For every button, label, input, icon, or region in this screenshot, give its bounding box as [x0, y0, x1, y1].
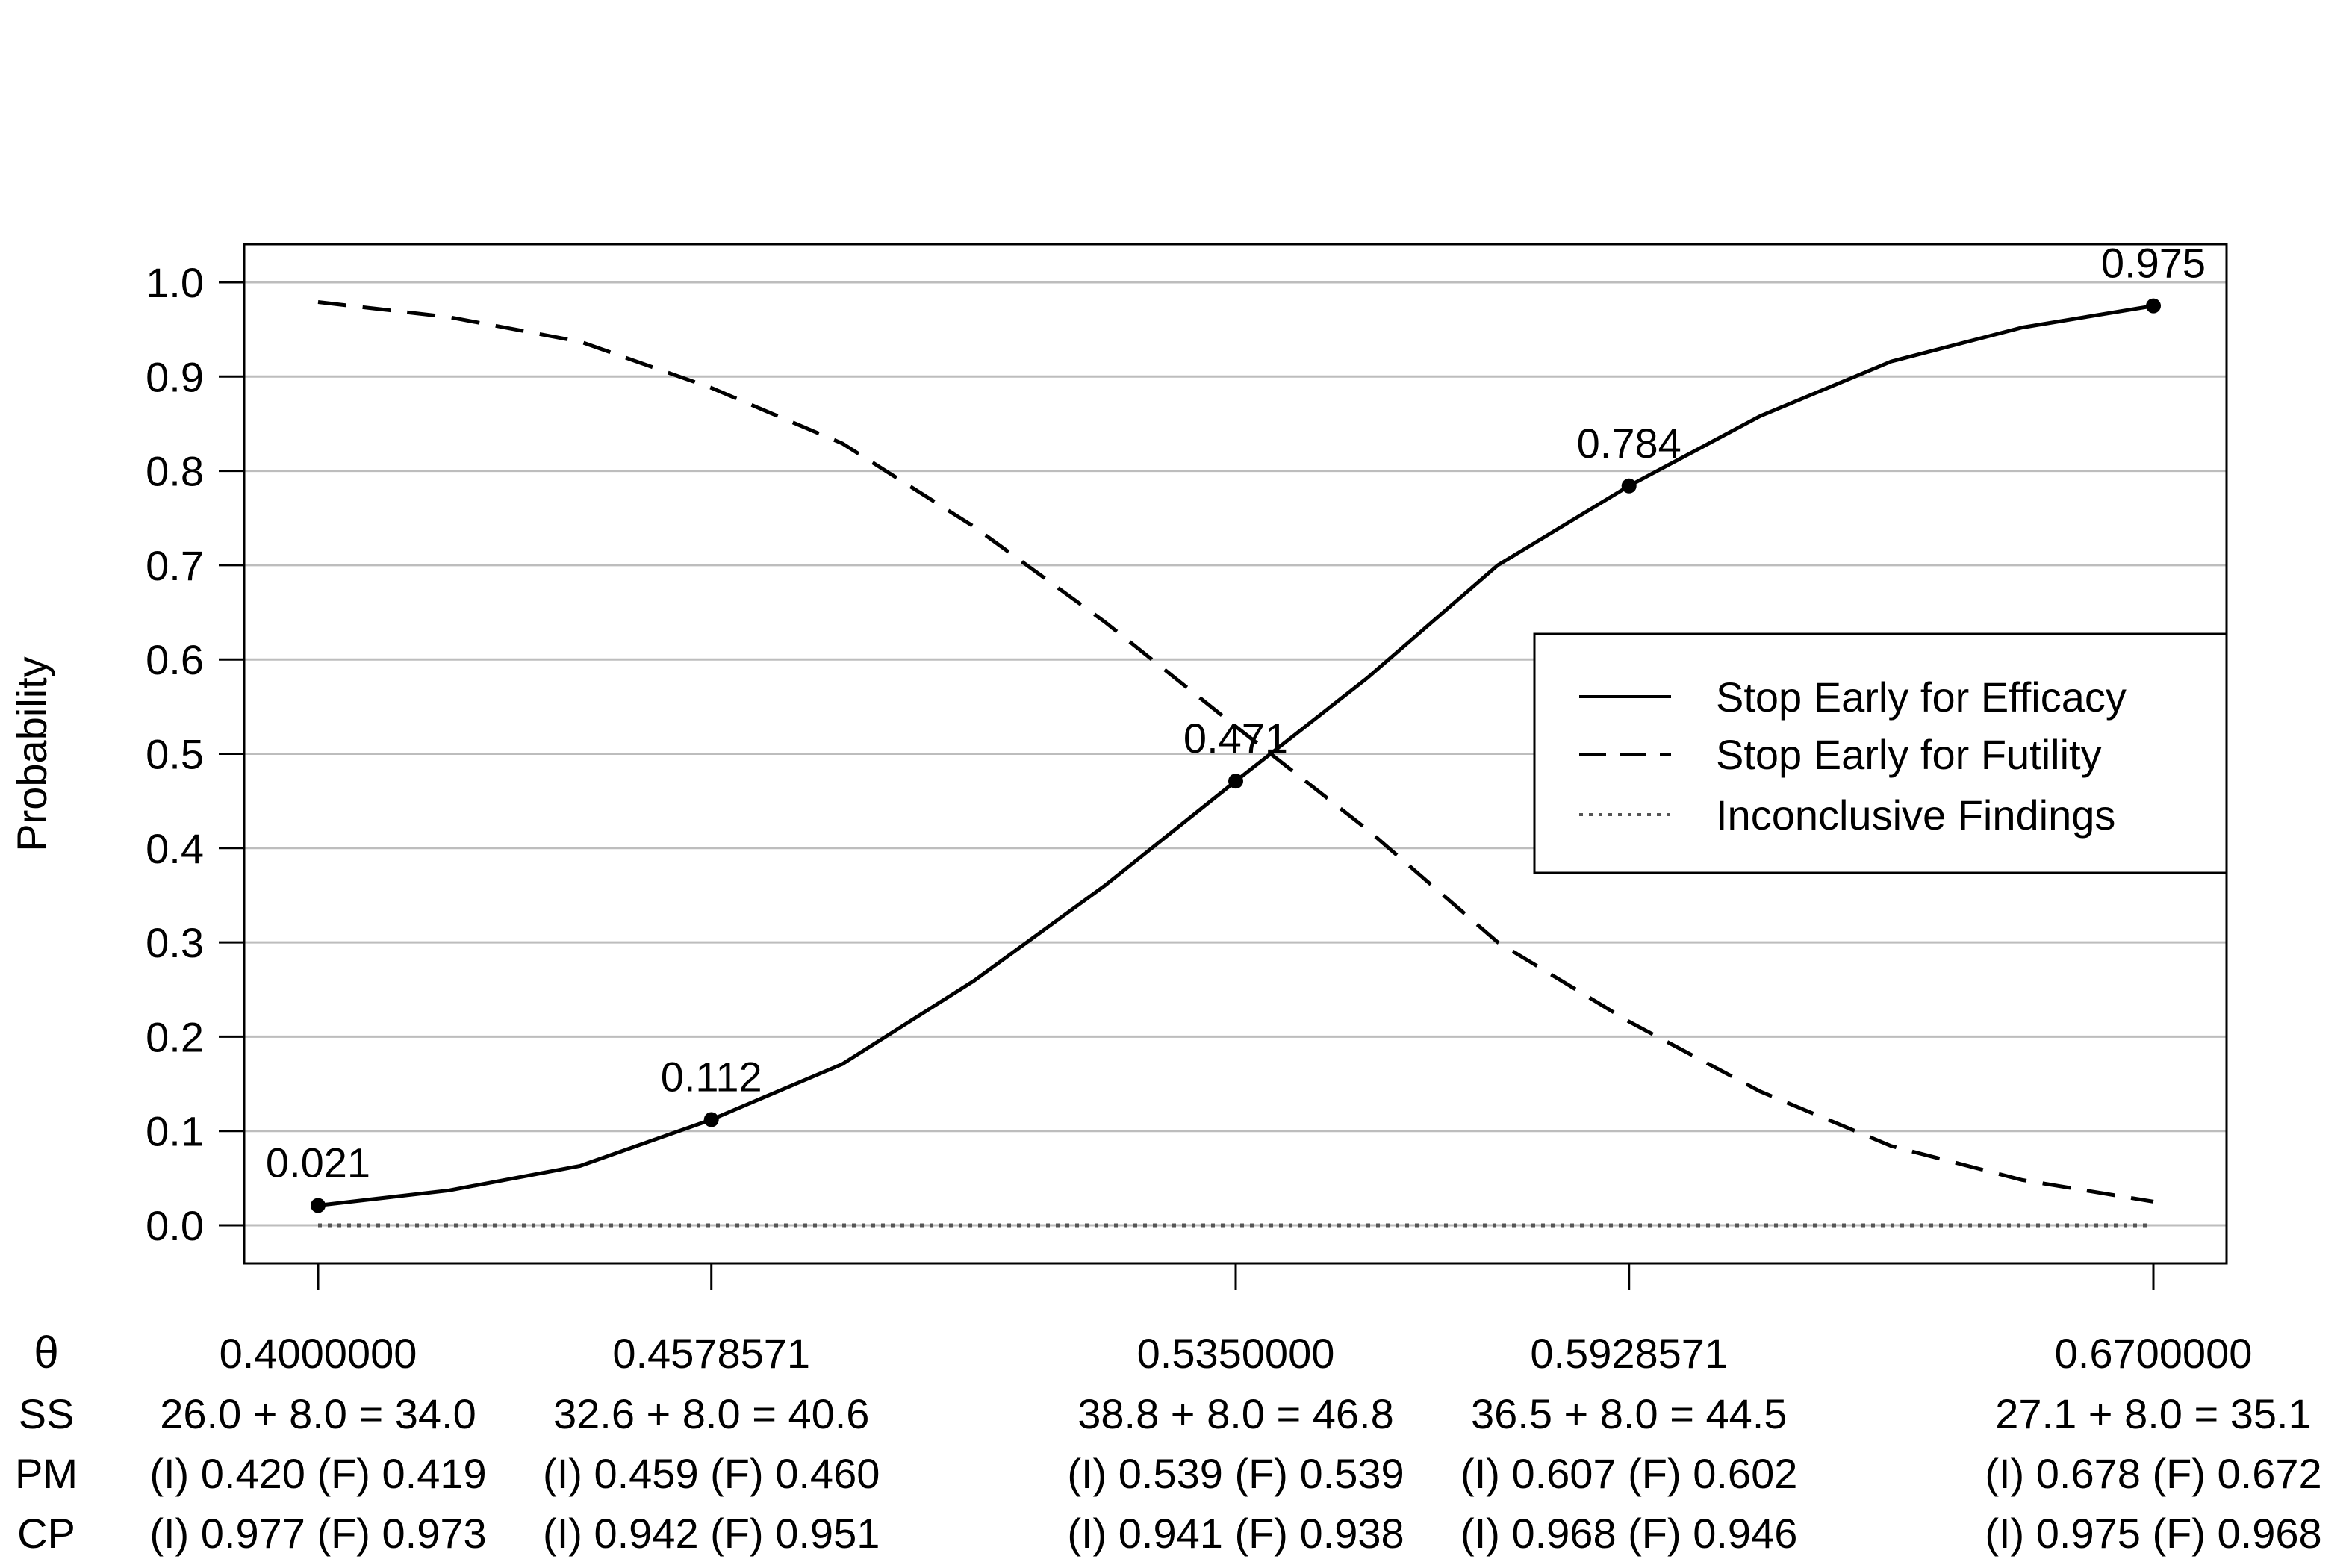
y-axis: 0.0 0.1 0.2 0.3 0.4 0.5 0.6 0.7 0.8 0.9 1.0: [146, 259, 246, 1249]
table-cell-theta: 0.4000000: [220, 1330, 417, 1377]
x-axis: [317, 1262, 2155, 1290]
legend-label: Inconclusive Findings: [1716, 791, 2115, 839]
table-cell-ss: 36.5 + 8.0 = 44.5: [1471, 1390, 1787, 1437]
legend-label: Stop Early for Efficacy: [1716, 673, 2127, 721]
grid-lines: [244, 281, 2227, 1227]
data-label: 0.021: [266, 1139, 370, 1186]
table-cell-pm: (I) 0.420 (F) 0.419: [149, 1450, 486, 1497]
legend: Stop Early for Efficacy Stop Early for Fu…: [1533, 632, 2228, 874]
table-row-label: θ: [34, 1328, 58, 1378]
table-row-label: SS: [19, 1390, 75, 1437]
table-cell-cp: (I) 0.942 (F) 0.951: [543, 1510, 880, 1557]
table-cell-cp: (I) 0.977 (F) 0.973: [149, 1510, 486, 1557]
table-row-label: PM: [15, 1450, 78, 1497]
y-tick-label: 0.3: [146, 919, 204, 966]
data-label: 0.784: [1577, 420, 1681, 467]
legend-box: [1533, 632, 2228, 874]
y-tick-label: 0.5: [146, 731, 204, 778]
data-label: 0.112: [661, 1054, 762, 1101]
y-tick-label: 0.7: [146, 542, 204, 589]
table-cell-pm: (I) 0.607 (F) 0.602: [1460, 1450, 1797, 1497]
data-point: [311, 1198, 326, 1213]
table-cell-pm: (I) 0.459 (F) 0.460: [543, 1450, 880, 1497]
y-tick-label: 1.0: [146, 259, 204, 306]
summary-table: θ SS PM CP 0.4000000 26.0 + 8.0 = 34.0 (I) 0.4…: [15, 1328, 2322, 1557]
y-tick-label: 0.4: [146, 825, 204, 872]
data-label: 0.975: [2101, 240, 2206, 287]
highlight-points: 0.021 0.112 0.471 0.784 0.975: [266, 240, 2206, 1213]
y-tick-label: 0.8: [146, 448, 204, 495]
data-point: [703, 1112, 719, 1127]
table-cell-theta: 0.5350000: [1137, 1330, 1335, 1377]
data-point: [1228, 774, 1243, 789]
legend-label: Stop Early for Futility: [1716, 731, 2102, 778]
table-row-label: CP: [17, 1510, 75, 1557]
table-cell-cp: (I) 0.941 (F) 0.938: [1067, 1510, 1404, 1557]
table-cell-cp: (I) 0.968 (F) 0.946: [1460, 1510, 1797, 1557]
data-point: [2146, 298, 2161, 314]
table-cell-pm: (I) 0.678 (F) 0.672: [1985, 1450, 2321, 1497]
y-tick-label: 0.0: [146, 1202, 204, 1249]
data-label: 0.471: [1183, 715, 1288, 762]
y-axis-label: Probability: [8, 656, 55, 851]
data-point: [1621, 478, 1637, 494]
y-tick-label: 0.2: [146, 1013, 204, 1060]
table-cell-theta: 0.5928571: [1530, 1330, 1728, 1377]
table-cell-cp: (I) 0.975 (F) 0.968: [1985, 1510, 2321, 1557]
table-cell-ss: 27.1 + 8.0 = 35.1: [1995, 1390, 2311, 1437]
table-cell-ss: 32.6 + 8.0 = 40.6: [553, 1390, 869, 1437]
table-cell-ss: 38.8 + 8.0 = 46.8: [1077, 1390, 1393, 1437]
series-line-1: [317, 300, 2154, 1204]
y-tick-label: 0.6: [146, 636, 204, 683]
table-cell-theta: 0.4578571: [612, 1330, 810, 1377]
table-cell-pm: (I) 0.539 (F) 0.539: [1067, 1450, 1404, 1497]
y-tick-label: 0.9: [146, 353, 204, 400]
table-cell-theta: 0.6700000: [2055, 1330, 2253, 1377]
table-cell-ss: 26.0 + 8.0 = 34.0: [160, 1390, 476, 1437]
y-tick-label: 0.1: [146, 1108, 204, 1155]
